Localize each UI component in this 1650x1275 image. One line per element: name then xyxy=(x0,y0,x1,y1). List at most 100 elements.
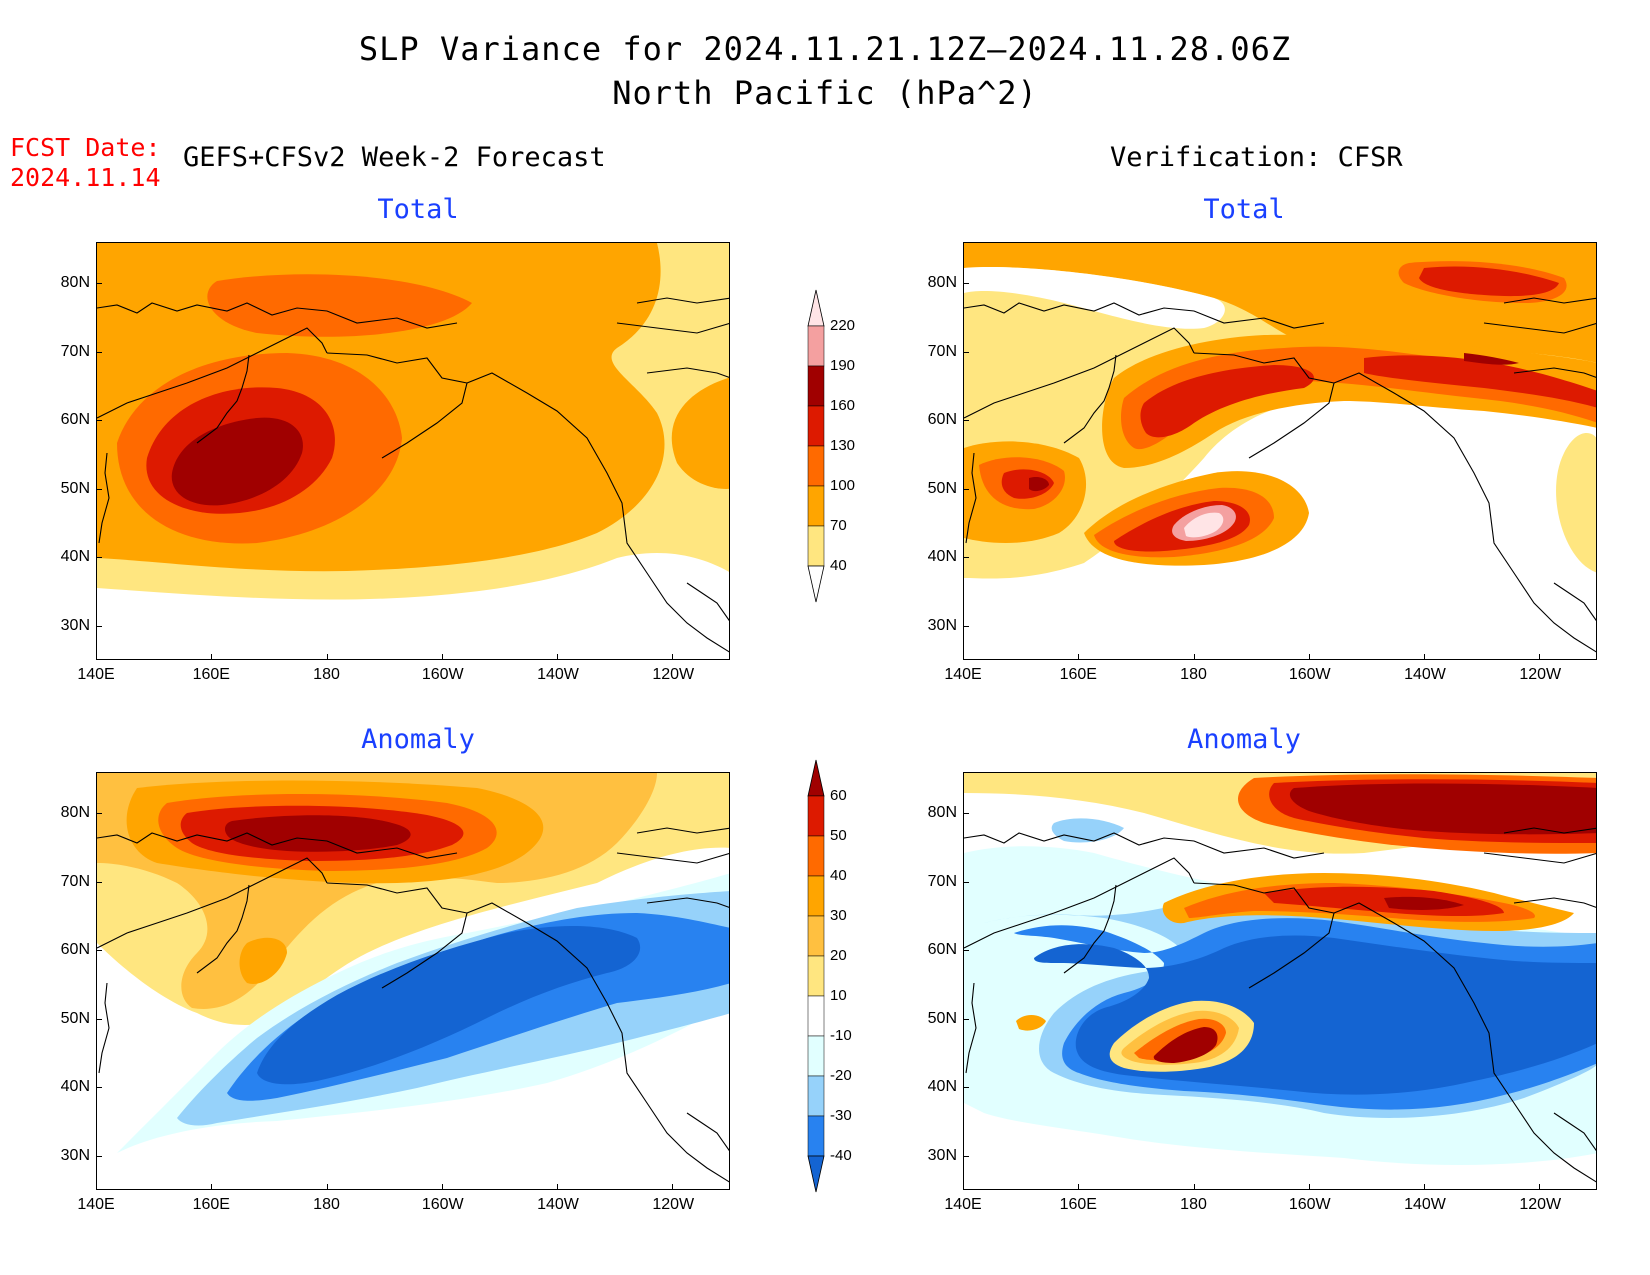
colorbar-swatch xyxy=(807,445,825,487)
lon-tick-label: 160E xyxy=(192,666,230,683)
colorbar-level-label: -10 xyxy=(830,1027,852,1044)
lat-tick-label: 40N xyxy=(60,548,90,566)
lat-tick-label: 60N xyxy=(60,411,90,429)
lon-tick xyxy=(1308,654,1310,660)
forecast-header: GEFS+CFSv2 Week-2 Forecast xyxy=(183,142,606,173)
lon-tick xyxy=(672,1184,674,1190)
lon-tick xyxy=(211,654,213,660)
lat-tick xyxy=(963,557,969,559)
lat-tick-label: 50N xyxy=(927,1009,957,1027)
colorbar-swatch xyxy=(807,1115,825,1157)
colorbar-level-label: -40 xyxy=(830,1147,852,1164)
lat-tick-label: 70N xyxy=(927,872,957,890)
lat-tick-label: 60N xyxy=(927,941,957,959)
lat-tick xyxy=(963,625,969,627)
lat-tick xyxy=(96,950,102,952)
colorbar-swatch xyxy=(807,875,825,917)
map-verification-total xyxy=(963,242,1597,660)
lat-tick-label: 50N xyxy=(60,479,90,497)
colorbar-level-label: -20 xyxy=(830,1067,852,1084)
lon-tick-label: 120W xyxy=(652,1196,695,1213)
lat-tick xyxy=(963,351,969,353)
colorbar-level-label: 50 xyxy=(830,827,847,844)
colorbar-swatch xyxy=(807,955,825,997)
colorbar-level-label: -30 xyxy=(830,1107,852,1124)
lat-tick-label: 80N xyxy=(60,804,90,822)
colorbar-bottom-triangle xyxy=(807,1155,825,1193)
lon-tick-label: 180 xyxy=(313,1196,340,1213)
panel-title-bottom-left: Anomaly xyxy=(361,724,475,755)
lat-tick xyxy=(96,625,102,627)
lat-tick xyxy=(963,950,969,952)
map-verification-anomaly xyxy=(963,772,1597,1190)
panel-title-bottom-right: Anomaly xyxy=(1187,724,1301,755)
lat-tick xyxy=(96,1087,102,1089)
lon-tick-label: 160E xyxy=(192,1196,230,1213)
colorbar-total xyxy=(807,289,825,603)
map-forecast-total xyxy=(96,242,730,660)
map-forecast-anomaly xyxy=(96,772,730,1190)
lat-tick xyxy=(963,1155,969,1157)
colorbar-swatch xyxy=(807,365,825,407)
lat-tick-label: 30N xyxy=(60,616,90,634)
lon-tick xyxy=(211,1184,213,1190)
lon-tick-label: 120W xyxy=(652,666,695,683)
colorbar-level-label: 30 xyxy=(830,907,847,924)
colorbar-level-label: 60 xyxy=(830,787,847,804)
verification-header: Verification: CFSR xyxy=(1110,142,1403,173)
lon-tick xyxy=(1424,654,1426,660)
colorbar-top-triangle xyxy=(807,289,825,327)
lon-tick-label: 140E xyxy=(77,666,115,683)
lon-tick xyxy=(441,1184,443,1190)
lat-tick-label: 80N xyxy=(927,804,957,822)
colorbar-level-label: 10 xyxy=(830,987,847,1004)
colorbar-level-label: 100 xyxy=(830,477,856,494)
lat-tick-label: 60N xyxy=(60,941,90,959)
lat-tick-label: 80N xyxy=(60,274,90,292)
colorbar-level-label: 20 xyxy=(830,947,847,964)
lon-tick-label: 160W xyxy=(421,1196,464,1213)
lon-tick-label: 140W xyxy=(537,1196,579,1213)
main-subtitle: North Pacific (hPa^2) xyxy=(612,74,1038,112)
lon-tick xyxy=(326,1184,328,1190)
lat-tick-label: 30N xyxy=(927,1146,957,1164)
lat-tick xyxy=(963,283,969,285)
lat-tick-label: 60N xyxy=(927,411,957,429)
colorbar-level-label: 40 xyxy=(830,557,847,574)
lat-tick-label: 40N xyxy=(60,1078,90,1096)
lon-tick-label: 140E xyxy=(77,1196,115,1213)
lon-tick-label: 160W xyxy=(1288,666,1331,683)
lon-tick xyxy=(326,654,328,660)
lon-tick xyxy=(963,654,964,660)
lat-tick-label: 30N xyxy=(927,616,957,634)
lat-tick-label: 70N xyxy=(927,342,957,360)
lat-tick-label: 50N xyxy=(927,479,957,497)
colorbar-level-label: 70 xyxy=(830,517,847,534)
lat-tick-label: 40N xyxy=(927,548,957,566)
colorbar-swatch xyxy=(807,525,825,567)
lon-tick-label: 140W xyxy=(1404,1196,1446,1213)
lon-tick xyxy=(557,1184,559,1190)
lat-tick xyxy=(963,881,969,883)
lon-tick-label: 160E xyxy=(1059,1196,1097,1213)
colorbar-swatch xyxy=(807,485,825,527)
lat-tick-label: 30N xyxy=(60,1146,90,1164)
lon-tick-label: 180 xyxy=(1180,666,1207,683)
lon-tick-label: 140W xyxy=(537,666,579,683)
colorbar-level-label: 190 xyxy=(830,357,856,374)
colorbar-swatch xyxy=(807,995,825,1037)
lat-tick xyxy=(96,420,102,422)
panel-title-top-right: Total xyxy=(1203,194,1285,225)
lat-tick xyxy=(96,1155,102,1157)
lon-tick xyxy=(1424,1184,1426,1190)
lat-tick-label: 50N xyxy=(60,1009,90,1027)
lon-tick xyxy=(96,654,97,660)
lon-tick-label: 140E xyxy=(944,666,982,683)
colorbar-swatch xyxy=(807,325,825,367)
lon-tick xyxy=(1539,654,1541,660)
lon-tick xyxy=(441,654,443,660)
lat-tick xyxy=(963,1087,969,1089)
colorbar-swatch xyxy=(807,915,825,957)
colorbar-swatch xyxy=(807,835,825,877)
lon-tick xyxy=(1193,654,1195,660)
